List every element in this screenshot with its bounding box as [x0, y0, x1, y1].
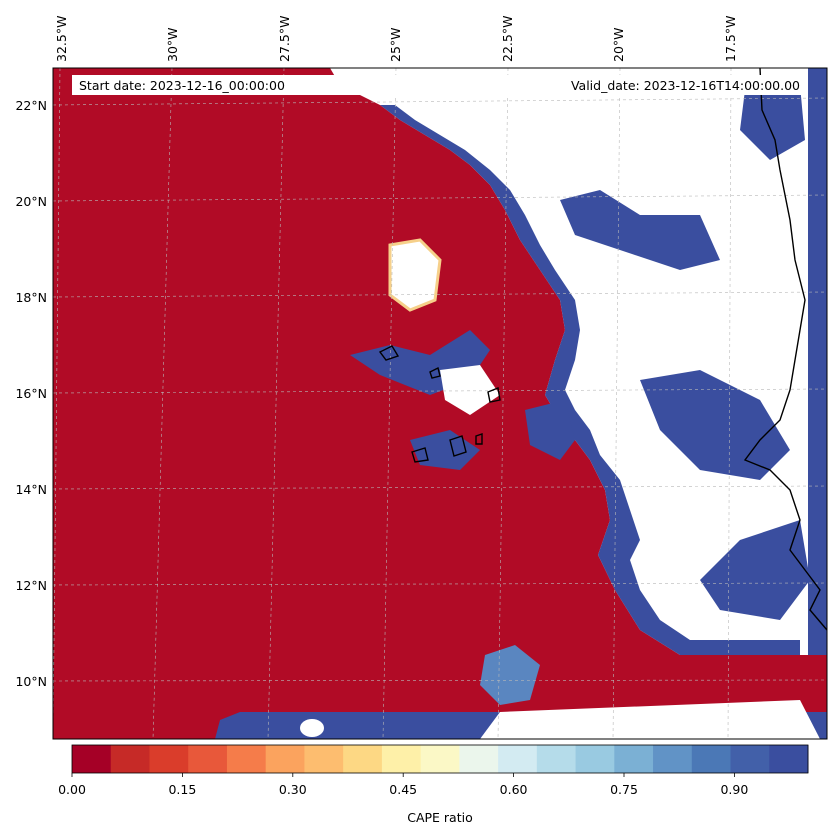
cape-mixed-south-blob	[480, 645, 540, 705]
cbar-tick-0: 0.00	[58, 782, 86, 797]
masked-south-band	[480, 700, 820, 739]
info-box-background	[72, 75, 808, 95]
cape-high-strip-right	[808, 68, 827, 655]
cbar-tick-5: 0.75	[610, 782, 638, 797]
cape-high-patch-east	[700, 520, 810, 620]
longitude-labels: 32.5°W 30°W 27.5°W 25°W 22.5°W 20°W 17.5…	[54, 16, 738, 62]
lon-label-2: 27.5°W	[277, 16, 292, 62]
colorbar-ticks	[71, 773, 735, 777]
lat-label-4: 14°N	[15, 482, 47, 497]
cape-high-patch-mid	[640, 370, 790, 480]
colorbar-frame	[71, 744, 809, 774]
cape-high-patch-northeast	[740, 85, 805, 160]
coastline	[378, 68, 827, 631]
cape-high-patch-north	[560, 190, 720, 270]
colorbar-cell	[614, 745, 654, 773]
map-frame	[52, 67, 828, 740]
colorbar: 0.00 0.15 0.30 0.45 0.60 0.75 0.90 CAPE …	[58, 744, 809, 825]
colorbar-cell	[304, 745, 344, 773]
lon-label-5: 20°W	[611, 27, 626, 62]
map-panel: Start date: 2023-12-16_00:00:00 Valid_da…	[15, 16, 828, 740]
cbar-tick-2: 0.30	[279, 782, 307, 797]
colorbar-cell	[265, 745, 305, 773]
colorbar-cell	[226, 745, 267, 773]
lat-label-2: 18°N	[15, 290, 47, 305]
masked-island-blob	[388, 238, 442, 312]
colorbar-cell	[420, 745, 460, 773]
lat-label-6: 10°N	[15, 674, 47, 689]
lat-label-3: 16°N	[15, 386, 47, 401]
colorbar-cell	[459, 745, 499, 773]
masked-island-blob-2	[440, 365, 500, 415]
latitude-labels: 22°N 20°N 18°N 16°N 14°N 12°N 10°N	[15, 98, 47, 689]
colorbar-cell	[149, 745, 189, 773]
lat-label-0: 22°N	[15, 98, 47, 113]
colorbar-tick-labels: 0.00 0.15 0.30 0.45 0.60 0.75 0.90	[58, 782, 748, 797]
colorbar-cell	[188, 745, 228, 773]
colorbar-label: CAPE ratio	[407, 810, 473, 825]
cbar-tick-6: 0.90	[720, 782, 748, 797]
colorbar-cell	[575, 745, 615, 773]
colorbar-cell	[110, 745, 150, 773]
start-date-label: Start date: 2023-12-16_00:00:00	[79, 78, 285, 93]
lon-label-1: 30°W	[165, 27, 180, 62]
lon-label-4: 22.5°W	[500, 16, 515, 62]
cbar-tick-1: 0.15	[168, 782, 196, 797]
colorbar-cell	[691, 745, 732, 773]
cape-high-island-blob-3	[525, 400, 575, 460]
colorbar-cell	[498, 745, 538, 773]
valid-date-label: Valid_date: 2023-12-16T14:00:00.00	[571, 78, 800, 93]
colorbar-cell	[381, 745, 422, 773]
lon-label-0: 32.5°W	[54, 16, 69, 62]
masked-region-northeast	[330, 68, 827, 655]
lon-label-6: 17.5°W	[723, 16, 738, 62]
colorbar-cell	[653, 745, 693, 773]
lat-label-1: 20°N	[15, 194, 47, 209]
colorbar-cell	[730, 745, 770, 773]
cbar-tick-4: 0.60	[500, 782, 528, 797]
colorbar-cells	[72, 745, 809, 773]
lon-label-3: 25°W	[388, 27, 403, 62]
lat-label-5: 12°N	[15, 578, 47, 593]
colorbar-cell	[72, 745, 112, 773]
cbar-tick-3: 0.45	[389, 782, 417, 797]
colorbar-cell	[769, 745, 809, 773]
graticule	[53, 68, 827, 739]
colorbar-cell	[343, 745, 383, 773]
colorbar-cell	[536, 745, 577, 773]
masked-south-oval	[300, 719, 324, 737]
